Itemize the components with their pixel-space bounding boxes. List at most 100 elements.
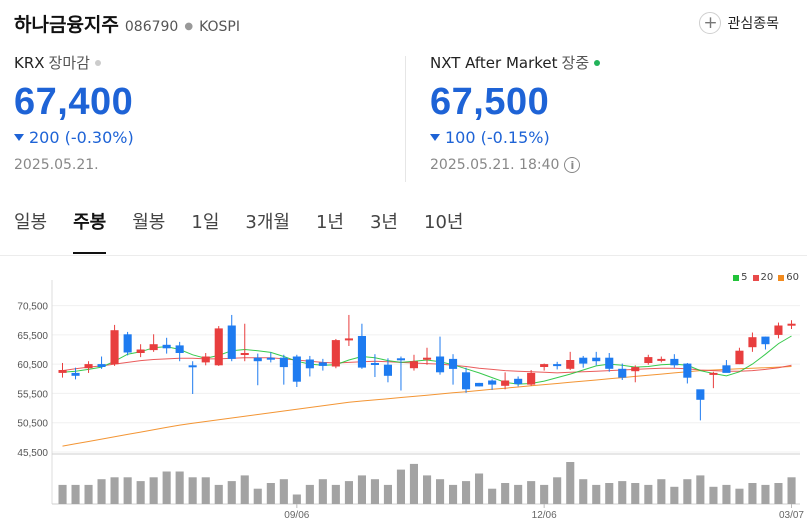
- tab-3year[interactable]: 3년: [369, 212, 398, 233]
- candle-body: [214, 328, 223, 366]
- volume-bar: [774, 483, 783, 504]
- volume-bar: [462, 481, 471, 504]
- tab-weekly[interactable]: 주봉: [73, 208, 107, 254]
- candle-body: [292, 356, 301, 382]
- volume-bar: [409, 463, 418, 504]
- krx-date: 2025.05.21.: [14, 157, 99, 173]
- volume-bar: [735, 488, 744, 504]
- volume-bar: [396, 469, 405, 504]
- nxt-date: 2025.05.21. 18:40 i: [430, 157, 600, 173]
- volume-bar: [475, 473, 484, 504]
- x-tick-label: 09/06: [284, 510, 309, 521]
- volume-bar: [722, 484, 731, 504]
- krx-change: 200 (-0.30%): [14, 128, 134, 147]
- volume-bar: [97, 479, 106, 504]
- candle-body: [696, 389, 705, 400]
- krx-session: KRX 장마감: [14, 52, 134, 73]
- volume-bar: [579, 479, 588, 504]
- volume-bar: [71, 484, 80, 504]
- volume-bar: [592, 484, 601, 504]
- candle-body: [618, 368, 627, 378]
- watchlist-label: 관심종목: [727, 16, 779, 32]
- candle-body: [149, 344, 158, 351]
- candle-body: [683, 363, 692, 378]
- volume-bar: [488, 488, 497, 504]
- market-name: KOSPI: [199, 19, 240, 35]
- volume-bar: [566, 462, 575, 504]
- candle-body: [266, 357, 275, 360]
- stock-name: 하나금융지주: [14, 14, 119, 36]
- nxt-session: NXT After Market 장중: [430, 52, 601, 73]
- candle-body: [188, 365, 197, 368]
- candle-body: [97, 364, 106, 367]
- nxt-price: 67,500: [430, 81, 550, 123]
- tab-monthly[interactable]: 월봉: [132, 212, 166, 233]
- volume-bar: [670, 486, 679, 504]
- krx-change-value: 200 (-0.30%): [29, 128, 134, 147]
- candle-body: [761, 336, 770, 345]
- nxt-change-value: 100 (-0.15%): [445, 128, 550, 147]
- tab-3month[interactable]: 3개월: [245, 212, 290, 233]
- candle-body: [488, 380, 497, 385]
- price-chart[interactable]: 70,500 65,500 60,500 55,500 50,500 45,500 09/0…: [0, 262, 807, 532]
- candle-body: [527, 372, 536, 385]
- nxt-date-value: 2025.05.21. 18:40: [430, 157, 560, 173]
- candle-body: [344, 338, 353, 341]
- candle-body: [240, 353, 249, 355]
- y-tick-label: 70,500: [17, 302, 48, 313]
- legend-swatch-ma5: [733, 274, 740, 281]
- volume-bar: [644, 484, 653, 504]
- candle-body: [357, 336, 366, 368]
- y-tick-label: 55,500: [17, 389, 48, 400]
- tab-10year[interactable]: 10년: [424, 212, 464, 233]
- volume-bar: [305, 484, 314, 504]
- volume-bar: [618, 481, 627, 504]
- volume-bar: [787, 477, 796, 504]
- y-tick-label: 60,500: [17, 360, 48, 371]
- candle-body: [84, 364, 93, 369]
- tab-1year[interactable]: 1년: [315, 212, 344, 233]
- volume-bar: [696, 475, 705, 504]
- krx-price-block: KRX 장마감 67,400 200 (-0.30%) 2025.05.21.: [14, 52, 134, 173]
- volume-bar: [748, 483, 757, 504]
- candle-body: [58, 370, 67, 373]
- nxt-session-status: 장중: [561, 54, 590, 72]
- candle-body: [383, 364, 392, 376]
- legend-ma20: 20: [752, 272, 773, 283]
- volume-bar: [149, 477, 158, 504]
- candle-body: [305, 359, 314, 369]
- volume-bar: [514, 484, 523, 504]
- candle-body: [475, 382, 484, 387]
- volume-bar: [357, 475, 366, 504]
- add-watchlist-button[interactable]: + 관심종목: [699, 12, 779, 34]
- volume-bar: [449, 484, 458, 504]
- candle-body: [501, 380, 510, 386]
- candle-body: [514, 378, 523, 385]
- volume-bar: [683, 479, 692, 504]
- nxt-exchange: NXT After Market: [430, 53, 558, 72]
- candle-body: [136, 349, 145, 353]
- down-arrow-icon: [14, 134, 24, 141]
- stock-header: 하나금융지주 086790 ● KOSPI: [14, 10, 240, 44]
- volume-bar: [214, 484, 223, 504]
- volume-bar: [123, 477, 132, 504]
- tab-1day[interactable]: 1일: [191, 212, 220, 233]
- closed-status-dot-icon: [94, 59, 101, 66]
- volume-bar: [383, 484, 392, 504]
- candle-body: [735, 350, 744, 365]
- candle-body: [709, 372, 718, 375]
- info-icon[interactable]: i: [564, 157, 581, 173]
- candle-body: [253, 357, 262, 362]
- tab-daily[interactable]: 일봉: [14, 212, 48, 233]
- candle-body: [566, 360, 575, 369]
- legend-label-ma60: 60: [786, 272, 799, 283]
- candle-body: [318, 362, 327, 366]
- candle-body: [553, 364, 562, 367]
- nxt-change: 100 (-0.15%): [430, 128, 600, 147]
- volume-bar: [188, 477, 197, 504]
- period-tabs: 일봉 주봉 월봉 1일 3개월 1년 3년 10년: [14, 208, 489, 254]
- volume-bar: [227, 481, 236, 504]
- candlestick-chart-svg[interactable]: 70,500 65,500 60,500 55,500 50,500 45,500 09/0…: [0, 262, 807, 532]
- volume-bar: [553, 477, 562, 504]
- candle-body: [201, 356, 210, 363]
